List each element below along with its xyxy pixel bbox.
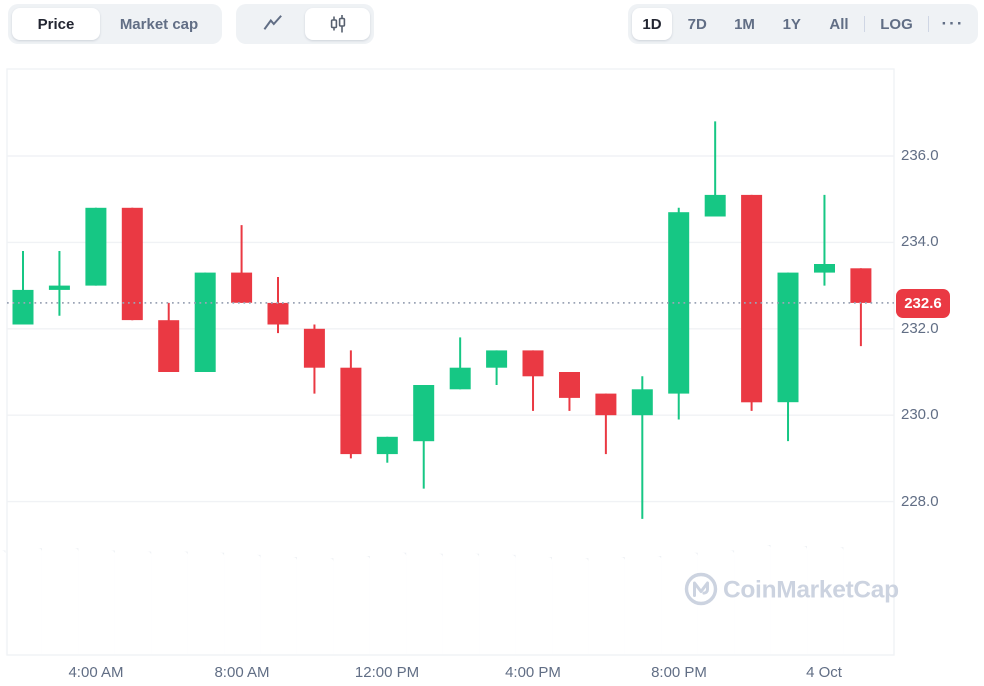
range-toggle-group: 1D 7D 1M 1Y All LOG ··· [628, 4, 978, 44]
x-axis-label: 4:00 AM [68, 664, 124, 681]
toolbar-divider [864, 16, 866, 32]
candle-24[interactable] [850, 268, 872, 347]
volume-bar[interactable] [329, 558, 334, 655]
volume-bar[interactable] [74, 548, 79, 655]
candle-12[interactable] [413, 385, 435, 489]
candle-21[interactable] [741, 194, 763, 411]
line-chart-button[interactable] [240, 8, 305, 40]
log-scale-button[interactable]: LOG [869, 8, 925, 40]
candle-10[interactable] [340, 350, 362, 459]
candle-13[interactable] [449, 337, 471, 390]
candle-1[interactable] [12, 251, 34, 325]
volume-bar[interactable] [475, 553, 480, 655]
line-chart-icon [261, 12, 285, 36]
volume-bar[interactable] [402, 552, 407, 655]
volume-bar[interactable] [620, 557, 625, 655]
volume-bar[interactable] [657, 556, 662, 655]
candle-15[interactable] [522, 350, 544, 411]
more-options-icon[interactable]: ··· [932, 8, 974, 40]
x-axis-label: 8:00 AM [214, 664, 270, 681]
range-1y-button[interactable]: 1Y [770, 8, 814, 40]
candle-20[interactable] [704, 121, 726, 217]
range-1d-button[interactable]: 1D [632, 8, 672, 40]
volume-bar[interactable] [584, 558, 589, 655]
volume-bar[interactable] [292, 557, 297, 655]
candle-2[interactable] [48, 251, 70, 316]
candlestick-icon [326, 12, 350, 36]
x-axis-label: 12:00 PM [354, 664, 420, 681]
volume-bar[interactable] [256, 554, 261, 655]
y-axis-label: 228.0 [901, 493, 939, 510]
coinmarketcap-logo-icon: CoinMarketCap [684, 572, 899, 606]
volume-bar[interactable] [37, 548, 42, 655]
candle-16[interactable] [559, 372, 580, 411]
volume-bar[interactable] [511, 554, 516, 655]
candle-6[interactable] [194, 272, 216, 372]
candle-7[interactable] [231, 225, 253, 303]
volume-bar[interactable] [548, 557, 553, 655]
x-axis-label: 4 Oct [806, 664, 842, 681]
volume-bar[interactable] [110, 550, 115, 656]
range-7d-button[interactable]: 7D [675, 8, 719, 40]
candle-17[interactable] [595, 393, 617, 455]
range-all-button[interactable]: All [817, 8, 861, 40]
y-axis-label: 236.0 [901, 147, 939, 164]
candle-3[interactable] [85, 207, 107, 286]
y-axis-label: 230.0 [901, 406, 939, 423]
volume-bar[interactable] [220, 552, 225, 655]
watermark-text: CoinMarketCap [723, 577, 899, 604]
x-axis-label: 4:00 PM [505, 664, 561, 681]
candle-5[interactable] [158, 302, 180, 372]
volume-bar[interactable] [1, 550, 6, 656]
range-1m-button[interactable]: 1M [723, 8, 767, 40]
market-cap-tab[interactable]: Market cap [100, 8, 218, 40]
price-tab[interactable]: Price [12, 8, 100, 40]
toolbar-divider [927, 16, 929, 32]
current-price-badge: 232.6 [896, 289, 950, 318]
y-axis-label: 234.0 [901, 233, 939, 250]
candle-22[interactable] [777, 272, 799, 442]
candlestick-chart-button[interactable] [305, 8, 370, 40]
candle-4[interactable] [121, 207, 143, 321]
x-axis-label: 8:00 PM [651, 664, 707, 681]
candle-9[interactable] [303, 324, 325, 394]
volume-bar[interactable] [147, 551, 152, 655]
chart-type-toggle-group [236, 4, 374, 44]
candle-19[interactable] [668, 207, 690, 420]
metric-toggle-group: Price Market cap [8, 4, 222, 44]
candle-8[interactable] [267, 277, 289, 334]
candle-14[interactable] [486, 350, 508, 385]
volume-bar[interactable] [365, 556, 370, 655]
candle-23[interactable] [814, 194, 835, 286]
volume-bar[interactable] [438, 553, 443, 655]
candle-18[interactable] [631, 376, 653, 519]
candle-11[interactable] [376, 436, 398, 463]
plot-border [6, 68, 895, 656]
volume-bar[interactable] [183, 551, 188, 655]
y-axis-label: 232.0 [901, 320, 939, 337]
